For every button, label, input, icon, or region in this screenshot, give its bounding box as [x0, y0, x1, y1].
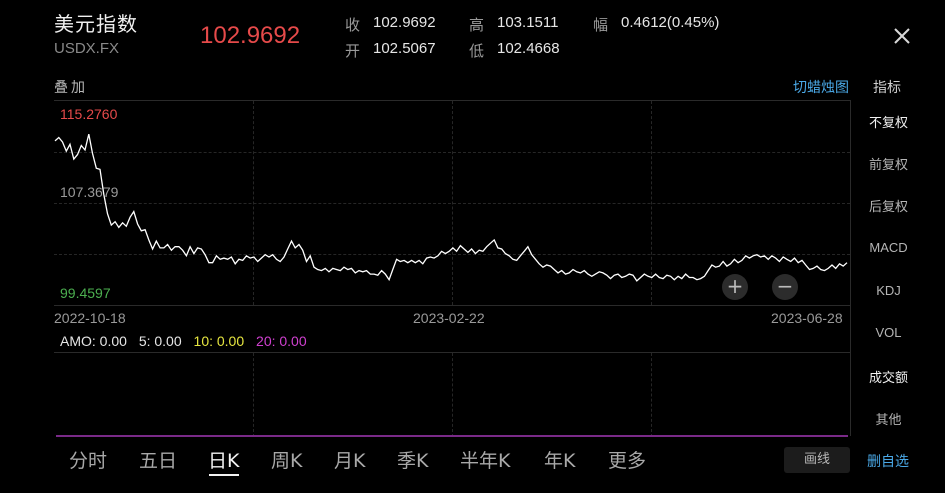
indicator-button[interactable]: 指标	[873, 80, 901, 96]
change-value: 0.4612(0.45%)	[621, 14, 720, 31]
close-value: 102.9692	[373, 14, 436, 31]
zoom-out-button[interactable]: −	[772, 274, 798, 300]
remove-watchlist-button[interactable]: 删自选	[867, 454, 909, 470]
y-axis-mid-label: 107.3679	[60, 184, 119, 200]
high-value: 103.1511	[497, 14, 559, 31]
low-label: 低	[469, 42, 485, 60]
tab-half-year-k[interactable]: 半年K	[460, 450, 511, 472]
period-tabs: 分时 五日 日K 周K 月K 季K 半年K 年K 更多	[0, 446, 760, 482]
tab-more[interactable]: 更多	[608, 450, 647, 472]
grid-line	[54, 203, 850, 204]
instrument-name: 美元指数	[54, 12, 138, 36]
tab-weekly-k[interactable]: 周K	[271, 450, 303, 472]
tab-five-day[interactable]: 五日	[139, 450, 178, 472]
amo-baseline	[56, 435, 848, 437]
high-label: 高	[469, 16, 485, 34]
amo-ma20: 20: 0.00	[256, 333, 307, 349]
price-chart[interactable]	[54, 100, 850, 306]
last-price: 102.9692	[200, 22, 301, 49]
open-label: 开	[345, 42, 361, 60]
sidebar-item-other[interactable]: 其他	[875, 413, 902, 428]
amo-sub-chart[interactable]	[54, 352, 850, 437]
amo-ma10: 10: 0.00	[193, 333, 245, 349]
y-axis-low-label: 99.4597	[60, 285, 111, 301]
tab-monthly-k[interactable]: 月K	[334, 450, 366, 472]
zoom-in-button[interactable]: +	[722, 274, 748, 300]
x-axis-date-mid: 2023-02-22	[413, 310, 485, 326]
price-line-svg	[54, 133, 848, 282]
change-label: 幅	[593, 16, 609, 34]
draw-line-button[interactable]: 画线	[784, 447, 850, 473]
grid-line	[54, 152, 850, 153]
close-label: 收	[345, 16, 361, 34]
grid-line	[452, 353, 453, 437]
sidebar-item-macd[interactable]: MACD	[869, 240, 908, 255]
tab-quarterly-k[interactable]: 季K	[397, 450, 429, 472]
tab-daily-k[interactable]: 日K	[208, 450, 240, 472]
y-axis-high-label: 115.2760	[60, 106, 118, 122]
sidebar-item-backward-adjust[interactable]: 后复权	[868, 200, 908, 215]
tab-intraday[interactable]: 分时	[69, 450, 108, 472]
tab-yearly-k[interactable]: 年K	[544, 450, 576, 472]
amo-indicator-row: AMO: 0.00 5: 0.00 10: 0.00 20: 0.00	[60, 333, 315, 349]
sidebar-item-kdj[interactable]: KDJ	[876, 283, 901, 298]
sidebar-item-vol[interactable]: VOL	[875, 325, 902, 340]
right-sidebar: 不复权 前复权 后复权 MACD KDJ VOL 成交额 其他	[850, 100, 945, 436]
amo-value: AMO: 0.00	[60, 333, 127, 349]
switch-candlestick-button[interactable]: 切蜡烛图	[793, 80, 849, 96]
low-value: 102.4668	[497, 40, 560, 57]
sidebar-item-turnover[interactable]: 成交额	[868, 371, 908, 386]
grid-line	[54, 254, 850, 255]
x-axis-date-start: 2022-10-18	[54, 310, 126, 326]
sidebar-item-no-adjust[interactable]: 不复权	[868, 116, 908, 131]
amo-ma5: 5: 0.00	[138, 333, 182, 349]
x-axis-date-end: 2023-06-28	[771, 310, 843, 326]
sidebar-item-forward-adjust[interactable]: 前复权	[868, 158, 908, 173]
active-tab-indicator	[209, 474, 239, 476]
open-value: 102.5067	[373, 40, 436, 57]
grid-line	[651, 353, 652, 437]
grid-line	[253, 353, 254, 437]
overlay-button[interactable]: 叠加	[54, 80, 88, 96]
instrument-symbol: USDX.FX	[54, 40, 120, 57]
price-series-line	[54, 133, 848, 282]
close-icon[interactable]	[890, 24, 914, 48]
